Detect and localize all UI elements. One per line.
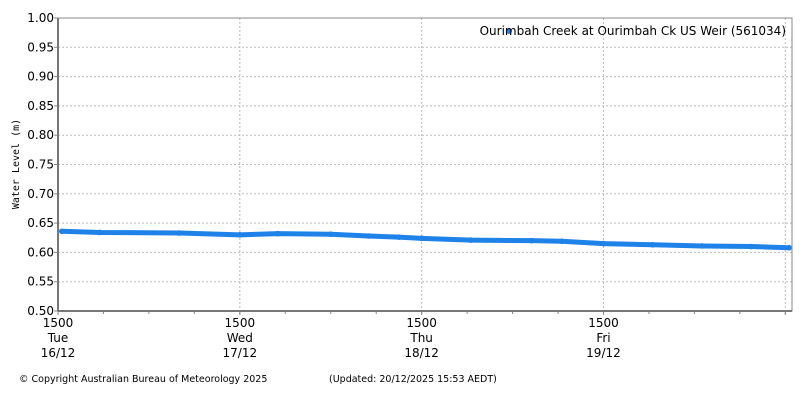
x-tick-label: 18/12 <box>404 346 439 360</box>
legend-label: Ourimbah Creek at Ourimbah Ck US Weir (5… <box>480 24 786 38</box>
data-point <box>396 234 402 240</box>
data-point <box>365 233 372 239</box>
data-point <box>274 230 281 237</box>
x-tick-label: 1500 <box>225 316 256 330</box>
x-tick-label: 17/12 <box>223 346 258 360</box>
data-point <box>559 238 565 245</box>
data-point <box>176 230 183 236</box>
data-point <box>699 243 705 249</box>
grid <box>58 18 792 311</box>
data-point <box>649 241 656 248</box>
data-point <box>786 244 792 251</box>
series-line <box>61 228 790 251</box>
x-tick-label: 16/12 <box>41 346 76 360</box>
copyright-text: © Copyright Australian Bureau of Meteoro… <box>19 374 268 385</box>
x-tick-label: Wed <box>227 331 253 345</box>
x-tick-label: 1500 <box>43 316 74 330</box>
x-tick-label: Thu <box>409 331 433 345</box>
x-tick-label: 19/12 <box>586 346 621 360</box>
data-point <box>327 231 334 238</box>
data-point <box>468 237 474 243</box>
y-tick-label: 0.95 <box>27 40 54 54</box>
y-tick-label: 0.75 <box>27 158 54 172</box>
x-tick-label: 1500 <box>406 316 437 330</box>
plot-frame <box>57 17 793 312</box>
data-point <box>418 235 425 242</box>
y-tick-label: 0.80 <box>27 128 54 142</box>
y-tick-label: 0.85 <box>27 99 54 113</box>
axes: 0.50 0.55 0.60 0.65 0.70 0.75 0.80 0.85 0.90 0.95… <box>27 11 793 360</box>
y-tick-label: 0.70 <box>27 187 54 201</box>
updated-text: (Updated: 20/12/2025 15:53 AEDT) <box>329 374 497 385</box>
series-layer <box>58 228 792 251</box>
data-point <box>237 232 243 238</box>
data-point <box>748 243 755 250</box>
data-point <box>58 228 65 235</box>
y-tick-label: 0.90 <box>27 70 54 84</box>
x-tick-label: 1500 <box>588 316 619 330</box>
data-point <box>528 237 535 244</box>
legend-marker <box>506 28 512 34</box>
x-tick-label: Tue <box>47 331 69 345</box>
y-tick-label: 0.50 <box>27 304 54 318</box>
x-tick-label: Fri <box>596 331 610 345</box>
y-tick-label: 0.55 <box>27 275 54 289</box>
legend: Ourimbah Creek at Ourimbah Ck US Weir (5… <box>480 24 786 38</box>
y-tick-label: 0.65 <box>27 216 54 230</box>
y-tick-label: 1.00 <box>27 11 54 25</box>
data-point <box>96 229 103 236</box>
data-point <box>600 240 607 247</box>
y-axis-label: Water Level (m) <box>11 119 22 209</box>
y-tick-label: 0.60 <box>27 245 54 259</box>
